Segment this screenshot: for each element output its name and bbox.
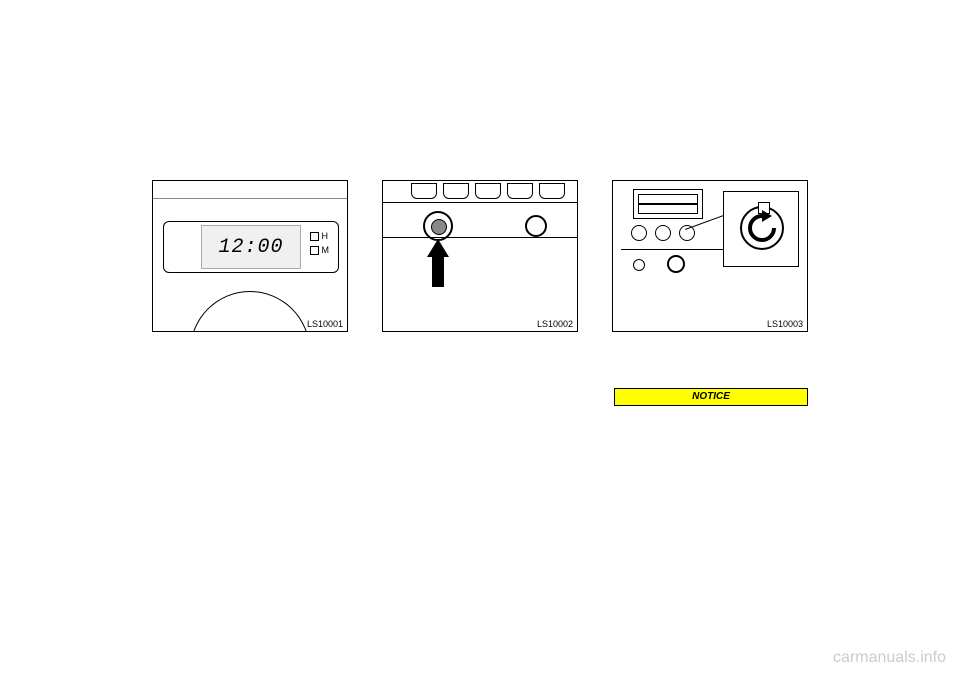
vent-strip	[383, 181, 577, 203]
vent-icon	[507, 183, 533, 199]
figure-lighter: LS10002	[382, 180, 578, 332]
hour-label: H	[322, 231, 329, 241]
panel-line	[383, 237, 577, 238]
figure-label: LS10002	[537, 319, 573, 329]
knob-row	[631, 225, 695, 241]
lighter-socket	[423, 211, 453, 241]
small-socket-icon	[633, 259, 645, 271]
vent-icon	[443, 183, 469, 199]
power-outlet-icon	[667, 255, 685, 273]
callout-box	[723, 191, 799, 267]
aux-socket	[525, 215, 547, 237]
radio-icon	[633, 189, 703, 219]
figure-label: LS10001	[307, 319, 343, 329]
vent-icon	[411, 183, 437, 199]
push-arrow-icon	[427, 239, 449, 287]
figure-outlet: LS10003	[612, 180, 808, 332]
trim-strip	[153, 181, 347, 199]
vent-icon	[475, 183, 501, 199]
knob-icon	[631, 225, 647, 241]
figure-row: 12:00 H M LS10001	[152, 180, 808, 332]
vent-icon	[539, 183, 565, 199]
notice-box: NOTICE	[614, 388, 808, 406]
knob-icon	[655, 225, 671, 241]
minute-button[interactable]: M	[310, 243, 330, 257]
clock-buttons: H M	[310, 229, 330, 257]
minute-label: M	[322, 245, 330, 255]
watermark: carmanuals.info	[833, 649, 946, 667]
figure-clock: 12:00 H M LS10001	[152, 180, 348, 332]
clock-display: 12:00	[201, 225, 301, 269]
turn-arrow-icon	[744, 210, 780, 246]
panel-arc	[190, 291, 310, 332]
clock-time: 12:00	[218, 236, 283, 259]
manual-page: 12:00 H M LS10001	[0, 0, 960, 679]
notice-label: NOTICE	[692, 391, 730, 402]
hour-button[interactable]: H	[310, 229, 330, 243]
dashboard-mini	[621, 189, 731, 289]
figure-label: LS10003	[767, 319, 803, 329]
